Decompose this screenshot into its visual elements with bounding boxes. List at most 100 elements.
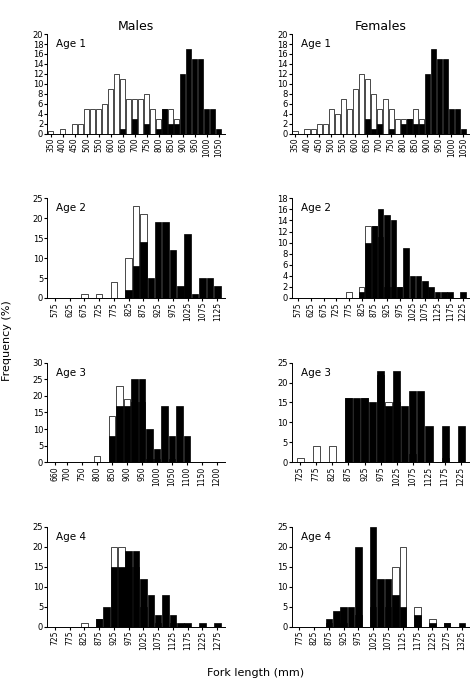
Bar — [81, 294, 88, 298]
Bar — [392, 595, 399, 627]
Bar — [377, 375, 384, 462]
Bar — [84, 109, 89, 133]
Bar — [410, 454, 416, 462]
Bar — [385, 607, 391, 627]
Bar — [370, 607, 376, 627]
Bar — [170, 250, 176, 298]
Text: Frequency (%): Frequency (%) — [2, 300, 12, 381]
Bar — [192, 59, 197, 133]
Bar — [358, 74, 364, 133]
Bar — [326, 618, 332, 627]
Bar — [329, 446, 336, 462]
Bar — [133, 551, 139, 627]
Bar — [416, 276, 421, 298]
Bar — [155, 622, 162, 627]
Bar — [448, 109, 454, 133]
Text: Age 1: Age 1 — [301, 39, 331, 49]
Bar — [174, 118, 179, 133]
Bar — [385, 579, 391, 627]
Bar — [162, 109, 167, 133]
Bar — [96, 109, 101, 133]
Bar — [458, 426, 465, 462]
Bar — [348, 607, 355, 627]
Bar — [443, 59, 448, 133]
Bar — [110, 567, 117, 627]
Bar — [365, 242, 371, 298]
Bar — [304, 129, 310, 133]
Bar — [333, 611, 339, 627]
Bar — [177, 622, 183, 627]
Bar — [430, 49, 436, 133]
Bar — [393, 370, 400, 462]
Bar — [397, 287, 402, 298]
Text: Age 4: Age 4 — [301, 532, 331, 542]
Bar — [401, 118, 406, 133]
Bar — [412, 109, 418, 133]
Text: Age 3: Age 3 — [56, 368, 86, 378]
Bar — [133, 266, 139, 298]
Bar — [147, 278, 154, 298]
Bar — [110, 282, 117, 298]
Bar — [401, 407, 408, 462]
Bar — [177, 286, 183, 298]
Bar — [146, 459, 153, 462]
Bar — [385, 407, 392, 462]
Bar — [204, 109, 210, 133]
Bar — [184, 622, 191, 627]
Text: Age 4: Age 4 — [56, 532, 86, 542]
Title: Males: Males — [118, 20, 154, 33]
Bar — [162, 109, 167, 133]
Bar — [146, 429, 153, 462]
Bar — [292, 131, 298, 133]
Bar — [170, 622, 176, 627]
Bar — [365, 226, 371, 298]
Bar — [459, 622, 465, 627]
Bar — [147, 595, 154, 627]
Bar — [429, 622, 436, 627]
Bar — [340, 99, 346, 133]
Bar — [426, 426, 432, 462]
Bar — [81, 622, 88, 627]
Bar — [94, 456, 100, 462]
Bar — [442, 426, 448, 462]
Bar — [96, 618, 102, 627]
Bar — [355, 614, 362, 627]
Bar — [154, 459, 160, 462]
Bar — [155, 222, 162, 298]
Bar — [361, 398, 368, 462]
Bar — [378, 210, 383, 298]
Bar — [169, 459, 175, 462]
Bar — [138, 99, 143, 133]
Bar — [355, 547, 362, 627]
Bar — [96, 294, 102, 298]
Bar — [199, 278, 206, 298]
Bar — [365, 118, 370, 133]
Bar — [400, 547, 406, 627]
Bar — [186, 49, 191, 133]
Bar — [442, 458, 448, 462]
Bar — [425, 74, 430, 133]
Bar — [126, 258, 132, 298]
Bar — [131, 402, 138, 462]
Bar — [170, 614, 176, 627]
Bar — [392, 567, 399, 627]
Bar — [214, 286, 220, 298]
Bar — [60, 129, 65, 133]
Bar — [371, 94, 376, 133]
Bar — [116, 406, 123, 462]
Bar — [376, 124, 382, 133]
Bar — [174, 124, 179, 133]
Bar — [102, 104, 107, 133]
Bar — [389, 129, 394, 133]
Bar — [326, 622, 332, 627]
Bar — [124, 399, 130, 462]
Bar — [210, 109, 215, 133]
Text: Fork length (mm): Fork length (mm) — [208, 667, 304, 678]
Bar — [155, 614, 162, 627]
Bar — [72, 124, 77, 133]
Bar — [461, 129, 466, 133]
Bar — [407, 118, 412, 133]
Bar — [377, 370, 384, 462]
Bar — [335, 114, 340, 133]
Bar — [207, 278, 213, 298]
